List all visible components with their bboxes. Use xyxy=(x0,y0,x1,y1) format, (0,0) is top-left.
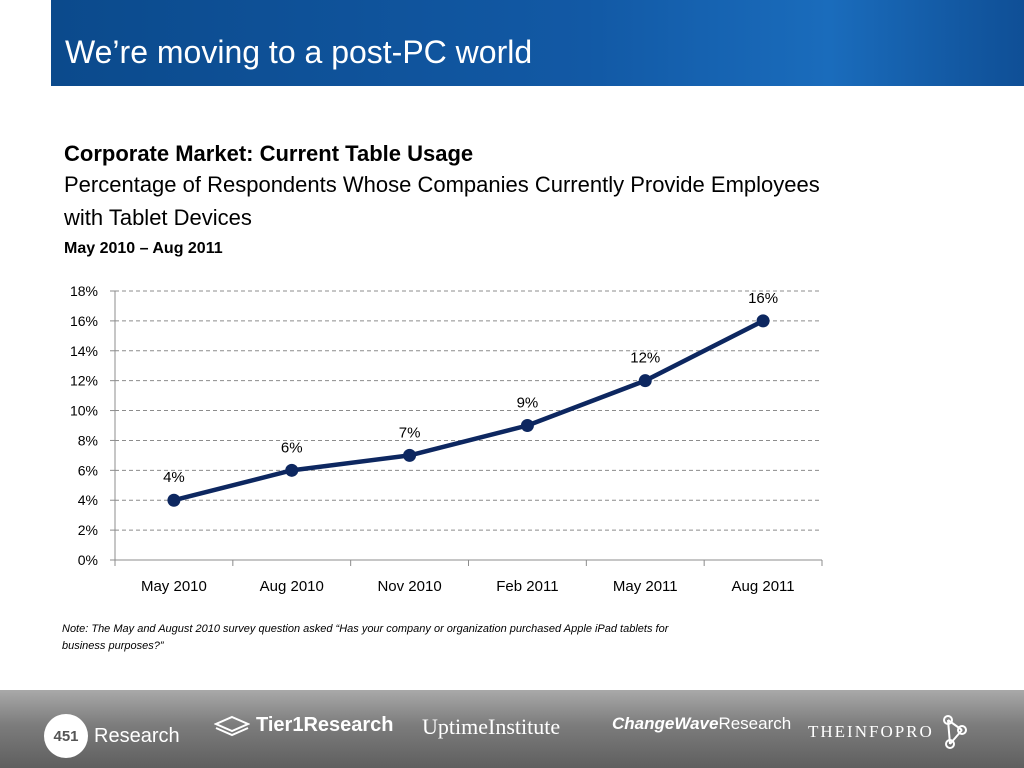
data-label: 4% xyxy=(163,469,185,486)
logo-theinfopro: THEINFOPRO xyxy=(808,714,970,750)
footer-logos: 451 Research Tier1Research UptimeInstitu… xyxy=(0,690,1024,768)
series xyxy=(167,314,770,507)
data-point xyxy=(638,374,652,388)
data-label: 7% xyxy=(399,424,421,441)
data-label: 12% xyxy=(630,350,660,367)
x-axis-labels: May 2010 Aug 2010 Nov 2010 Feb 2011 May 2011… xyxy=(141,578,795,595)
y-tick-label: 0% xyxy=(78,552,98,568)
data-label: 16% xyxy=(748,290,778,307)
logo-changewave-em: ChangeWave xyxy=(612,714,719,733)
x-tick-label: Nov 2010 xyxy=(377,578,441,595)
logo-changewave-research: ChangeWaveResearch xyxy=(612,714,791,734)
data-point xyxy=(403,448,417,462)
y-axis-labels: 0% 2% 4% 6% 8% 10% 12% 14% 16% 18% xyxy=(70,283,98,568)
y-tick-label: 18% xyxy=(70,283,98,299)
y-tick-label: 6% xyxy=(78,462,98,478)
y-tick-label: 8% xyxy=(78,432,98,448)
data-point xyxy=(167,493,181,507)
chart-subheading: Percentage of Respondents Whose Companie… xyxy=(64,172,820,230)
axes xyxy=(110,290,823,566)
logo-tier1-research: Tier1Research xyxy=(214,714,394,737)
x-tick-label: Feb 2011 xyxy=(496,578,558,595)
y-tick-label: 10% xyxy=(70,403,98,419)
footnote: Note: The May and August 2010 survey que… xyxy=(62,623,669,652)
title-bar: We’re moving to a post-PC world xyxy=(51,0,1024,86)
chart-heading: Corporate Market: Current Table Usage xyxy=(64,141,474,166)
data-labels: 4% 6% 7% 9% 12% 16% xyxy=(163,290,778,486)
tier1-layers-icon xyxy=(214,715,250,736)
x-tick-label: Aug 2010 xyxy=(260,578,324,595)
data-point xyxy=(285,463,299,477)
line-chart: 0% 2% 4% 6% 8% 10% 12% 14% 16% 18% May 2010 Aug 20… xyxy=(70,283,823,595)
y-tick-label: 16% xyxy=(70,313,98,329)
x-tick-label: May 2011 xyxy=(613,578,678,595)
y-tick-label: 4% xyxy=(78,492,98,508)
slide-title: We’re moving to a post-PC world xyxy=(65,34,533,70)
x-tick-label: May 2010 xyxy=(141,578,207,595)
x-tick-label: Aug 2011 xyxy=(732,578,795,595)
chart-headings: Corporate Market: Current Table Usage Pe… xyxy=(64,140,864,260)
y-tick-label: 2% xyxy=(78,522,98,538)
data-label: 6% xyxy=(281,439,303,456)
y-tick-label: 12% xyxy=(70,373,98,389)
data-point xyxy=(756,314,770,328)
logo-changewave-rest: Research xyxy=(718,714,792,733)
logo-451-text: Research xyxy=(94,724,180,747)
date-range: May 2010 – Aug 2011 xyxy=(64,240,223,257)
network-nodes-icon xyxy=(942,715,967,749)
logo-451-badge: 451 xyxy=(44,714,88,758)
logo-uptime-institute: UptimeInstitute xyxy=(422,714,561,739)
logo-theinfopro-text: THEINFOPRO xyxy=(808,722,934,741)
logo-tier1-text: Tier1Research xyxy=(256,714,394,736)
data-label: 9% xyxy=(517,395,539,412)
series-line xyxy=(171,318,766,503)
gridlines xyxy=(115,290,822,531)
y-tick-label: 14% xyxy=(70,343,98,359)
data-point xyxy=(520,419,534,432)
logo-451-research: 451 Research xyxy=(44,714,180,758)
